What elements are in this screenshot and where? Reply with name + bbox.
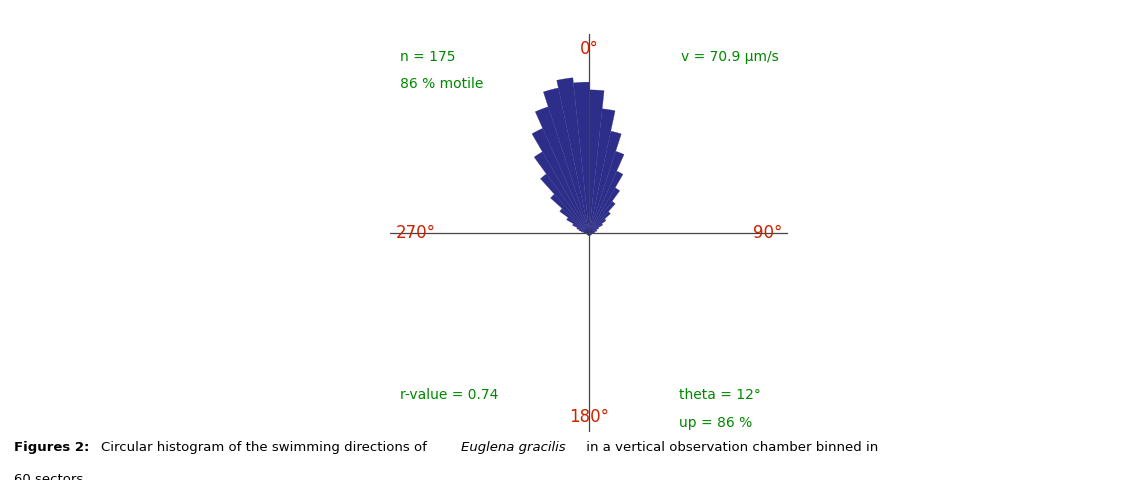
Wedge shape — [589, 219, 606, 233]
Wedge shape — [588, 233, 589, 235]
Wedge shape — [573, 82, 589, 233]
Wedge shape — [534, 152, 589, 233]
Wedge shape — [581, 231, 589, 233]
Wedge shape — [540, 174, 589, 233]
Wedge shape — [533, 128, 589, 233]
Wedge shape — [535, 107, 589, 233]
Wedge shape — [587, 233, 589, 234]
Wedge shape — [589, 233, 590, 235]
Wedge shape — [589, 232, 595, 233]
Wedge shape — [551, 194, 589, 233]
Wedge shape — [589, 109, 615, 233]
Wedge shape — [566, 217, 589, 233]
Wedge shape — [556, 78, 589, 233]
Wedge shape — [589, 233, 591, 235]
Wedge shape — [589, 232, 595, 233]
Wedge shape — [587, 233, 589, 234]
Wedge shape — [587, 233, 589, 234]
Wedge shape — [587, 233, 589, 235]
Wedge shape — [587, 233, 589, 235]
Wedge shape — [589, 212, 611, 233]
Wedge shape — [589, 228, 598, 233]
Text: v = 70.9 μm/s: v = 70.9 μm/s — [681, 49, 778, 63]
Text: r-value = 0.74: r-value = 0.74 — [400, 388, 499, 402]
Text: up = 86 %: up = 86 % — [679, 416, 752, 430]
Wedge shape — [572, 224, 589, 233]
Wedge shape — [587, 233, 589, 234]
Wedge shape — [583, 232, 589, 233]
Text: 60 sectors.: 60 sectors. — [14, 473, 87, 480]
Wedge shape — [589, 233, 591, 234]
Wedge shape — [589, 233, 590, 235]
Wedge shape — [589, 151, 624, 233]
Wedge shape — [588, 233, 589, 235]
Text: in a vertical observation chamber binned in: in a vertical observation chamber binned… — [582, 441, 878, 454]
Wedge shape — [589, 224, 603, 233]
Text: 0°: 0° — [580, 39, 599, 58]
Wedge shape — [589, 171, 623, 233]
Text: Circular histogram of the swimming directions of: Circular histogram of the swimming direc… — [101, 441, 431, 454]
Wedge shape — [589, 233, 591, 234]
Text: n = 175: n = 175 — [400, 49, 455, 63]
Wedge shape — [589, 233, 591, 234]
Text: theta = 12°: theta = 12° — [679, 388, 760, 402]
Text: 180°: 180° — [569, 408, 610, 426]
Wedge shape — [589, 90, 604, 233]
Wedge shape — [587, 233, 589, 235]
Wedge shape — [589, 201, 615, 233]
Text: 86 % motile: 86 % motile — [400, 77, 484, 91]
Text: 270°: 270° — [395, 224, 436, 242]
Wedge shape — [589, 188, 620, 233]
Wedge shape — [577, 228, 589, 233]
Wedge shape — [589, 131, 621, 233]
Wedge shape — [589, 230, 597, 233]
Wedge shape — [589, 233, 591, 235]
Wedge shape — [560, 208, 589, 233]
Wedge shape — [589, 233, 591, 234]
Wedge shape — [544, 88, 589, 233]
Text: Figures 2:: Figures 2: — [14, 441, 90, 454]
Text: Euglena gracilis: Euglena gracilis — [461, 441, 565, 454]
Wedge shape — [589, 233, 591, 235]
Text: 90°: 90° — [753, 224, 783, 242]
Wedge shape — [589, 229, 597, 233]
Wedge shape — [579, 229, 589, 233]
